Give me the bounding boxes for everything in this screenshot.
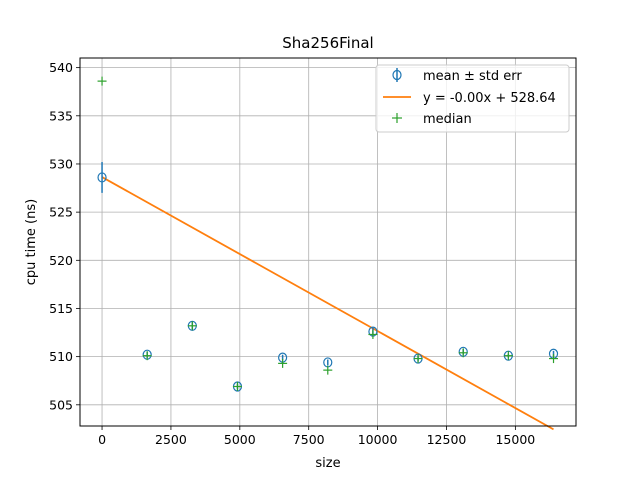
median-point xyxy=(458,348,468,358)
median-points-layer xyxy=(97,76,559,392)
median-point xyxy=(323,365,333,375)
y-tick-label: 510 xyxy=(49,349,73,364)
median-point xyxy=(278,358,288,368)
chart-title: Sha256Final xyxy=(282,34,373,52)
median-point xyxy=(368,329,378,339)
median-point xyxy=(232,382,242,392)
y-axis-ticks: 505 510 515 520 525 530 535 540 xyxy=(49,60,80,412)
y-tick-label: 515 xyxy=(49,301,73,316)
x-tick-label: 0 xyxy=(98,432,106,447)
x-tick-label: 10000 xyxy=(358,432,398,447)
y-tick-label: 505 xyxy=(49,397,73,412)
y-axis-label: cpu time (ns) xyxy=(24,199,39,285)
median-point xyxy=(142,351,152,361)
y-tick-label: 530 xyxy=(49,156,73,171)
legend-median-marker xyxy=(392,113,402,123)
fit-line-layer xyxy=(101,176,554,431)
y-tick-label: 535 xyxy=(49,108,73,123)
x-tick-label: 2500 xyxy=(155,432,187,447)
fit-line xyxy=(101,176,554,431)
legend-fit-line-label: y = -0.00x + 528.64 xyxy=(423,91,556,106)
median-point xyxy=(97,76,107,86)
legend-median-label: median xyxy=(423,112,472,127)
legend-mean-marker xyxy=(392,68,402,82)
x-tick-label: 5000 xyxy=(224,432,256,447)
plot-area-frame xyxy=(79,57,577,427)
x-tick-label: 15000 xyxy=(495,432,535,447)
y-tick-label: 540 xyxy=(49,60,73,75)
legend-frame xyxy=(375,64,570,133)
y-tick-label: 525 xyxy=(49,205,73,220)
x-axis-ticks: 0 2500 5000 7500 10000 12500 15000 xyxy=(98,426,535,447)
median-point xyxy=(187,321,197,331)
x-tick-label: 7500 xyxy=(293,432,325,447)
y-tick-label: 520 xyxy=(49,253,73,268)
median-point xyxy=(503,351,513,361)
median-point xyxy=(549,354,559,364)
legend: mean ± std err y = -0.00x + 528.64 media… xyxy=(375,64,570,133)
median-point xyxy=(413,354,423,364)
x-tick-label: 12500 xyxy=(427,432,467,447)
x-axis-label: size xyxy=(315,456,340,471)
mean-point xyxy=(97,172,107,183)
legend-mean-label: mean ± std err xyxy=(423,69,522,84)
